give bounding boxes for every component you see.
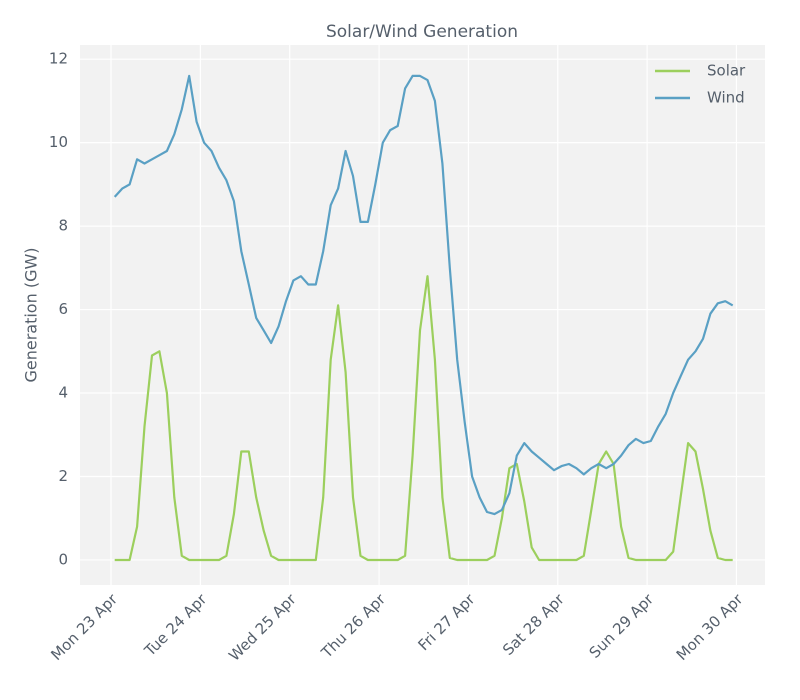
x-tick-label: Fri 27 Apr [414,590,479,655]
x-tick-label: Tue 24 Apr [140,590,211,661]
series-line [114,275,733,562]
y-tick-label: 2 [58,467,68,485]
x-tick-label: Thu 26 Apr [317,590,390,663]
legend-label: Wind [707,89,745,107]
y-tick-label: 6 [58,300,68,318]
chart-title: Solar/Wind Generation [326,22,518,42]
y-tick-label: 12 [49,50,68,68]
y-tick-label: 0 [58,550,68,568]
y-tick-label: 8 [58,217,68,235]
x-tick-label: Sat 28 Apr [499,590,568,659]
x-tick-label: Mon 30 Apr [673,590,747,664]
series-line [113,74,734,516]
y-axis-label: Generation (GW) [22,247,41,382]
legend-label: Solar [707,62,746,80]
y-tick-label: 10 [49,133,68,151]
y-tick-label: 4 [58,384,68,402]
x-tick-label: Mon 23 Apr [47,590,121,664]
x-tick-label: Sun 29 Apr [586,590,658,662]
x-tick-label: Wed 25 Apr [225,590,300,665]
